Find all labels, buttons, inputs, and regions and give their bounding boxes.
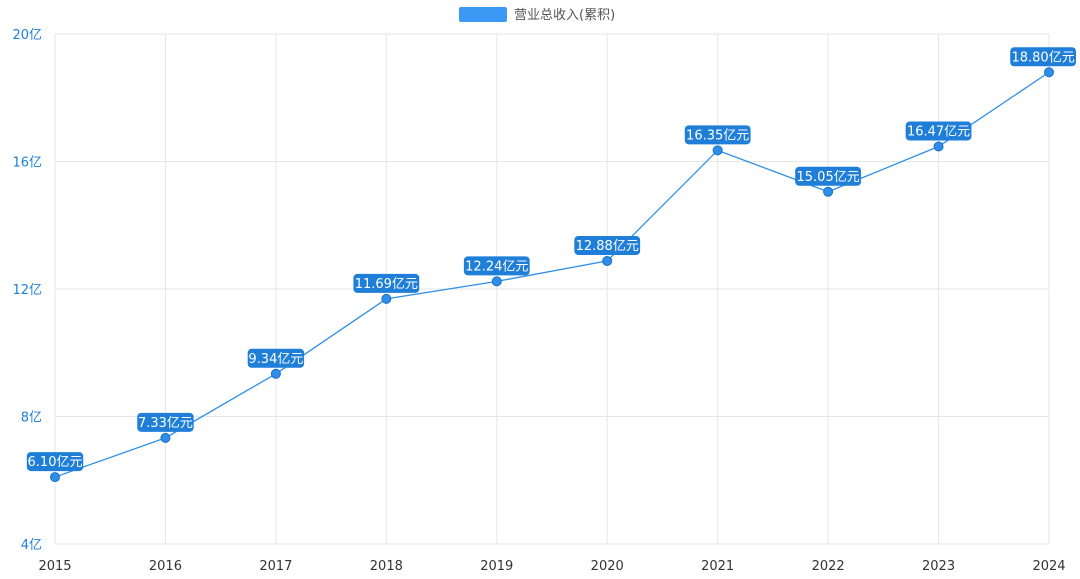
data-label-text: 15.05亿元 — [797, 170, 860, 185]
legend[interactable]: 营业总收入(累积) — [459, 7, 615, 23]
y-tick-label: 20亿 — [12, 28, 42, 43]
data-point[interactable] — [381, 293, 392, 304]
data-label-text: 11.69亿元 — [355, 277, 418, 292]
x-tick-label: 2024 — [1032, 559, 1065, 574]
data-label-box — [463, 256, 530, 276]
data-label-box — [795, 166, 862, 186]
legend-label[interactable]: 营业总收入(累积) — [514, 8, 615, 23]
data-label-text: 6.10亿元 — [28, 455, 83, 470]
data-label-box — [905, 121, 972, 141]
x-tick-label: 2018 — [370, 559, 403, 574]
data-label-text: 16.47亿元 — [907, 125, 970, 140]
data-label-text: 12.88亿元 — [576, 239, 639, 254]
data-point[interactable] — [933, 141, 944, 152]
series-line — [54, 71, 1050, 478]
x-tick-label: 2016 — [149, 559, 182, 574]
data-labels: 6.10亿元 7.33亿元 9.34亿元 11.69亿元 12.24亿元 12.88亿元 1… — [26, 47, 1076, 472]
data-label-box — [1010, 47, 1076, 67]
x-tick-label: 2015 — [38, 559, 71, 574]
data-point[interactable] — [491, 276, 502, 287]
data-point[interactable] — [712, 145, 723, 156]
data-label-box — [574, 235, 641, 255]
data-point[interactable] — [602, 255, 613, 266]
data-label: 18.80亿元 — [1010, 47, 1076, 67]
data-point[interactable] — [823, 186, 834, 197]
x-tick-label: 2022 — [812, 559, 845, 574]
data-label-box — [26, 452, 84, 472]
data-label: 9.34亿元 — [247, 348, 305, 368]
x-tick-label: 2019 — [480, 559, 513, 574]
data-point[interactable] — [50, 472, 60, 483]
data-label-box — [247, 348, 305, 368]
legend-swatch[interactable] — [459, 7, 507, 22]
data-label-text: 12.24亿元 — [465, 259, 528, 274]
data-point[interactable] — [1044, 67, 1054, 78]
data-label: 16.35亿元 — [684, 125, 751, 145]
data-label: 12.88亿元 — [574, 235, 641, 255]
data-label-box — [684, 125, 751, 145]
x-tick-label: 2020 — [591, 559, 624, 574]
data-label-text: 16.35亿元 — [686, 128, 749, 143]
x-tick-label: 2023 — [922, 559, 955, 574]
x-tick-label: 2017 — [259, 559, 292, 574]
data-label-box — [353, 273, 420, 293]
data-label: 16.47亿元 — [905, 121, 972, 141]
x-tick-label: 2021 — [701, 559, 734, 574]
data-label-text: 7.33亿元 — [138, 416, 193, 431]
y-tick-label: 4亿 — [21, 538, 42, 553]
data-label: 7.33亿元 — [137, 412, 194, 432]
data-label: 11.69亿元 — [353, 273, 420, 293]
data-label-text: 18.80亿元 — [1011, 50, 1074, 65]
data-point[interactable] — [270, 368, 281, 379]
data-label-text: 9.34亿元 — [248, 352, 303, 367]
data-point[interactable] — [160, 432, 171, 443]
grid — [54, 33, 1050, 545]
data-label-box — [137, 412, 194, 432]
y-tick-label: 16亿 — [12, 156, 42, 171]
data-label: 15.05亿元 — [795, 166, 862, 186]
data-label: 12.24亿元 — [463, 256, 530, 276]
y-tick-label: 12亿 — [12, 283, 42, 298]
data-label: 6.10亿元 — [26, 452, 84, 472]
series — [50, 67, 1054, 483]
y-tick-label: 8亿 — [21, 411, 42, 426]
axes: 4亿 8亿 12亿 16亿 20亿 2015 2016 2017 2018 2019 2020 202… — [12, 28, 1065, 574]
